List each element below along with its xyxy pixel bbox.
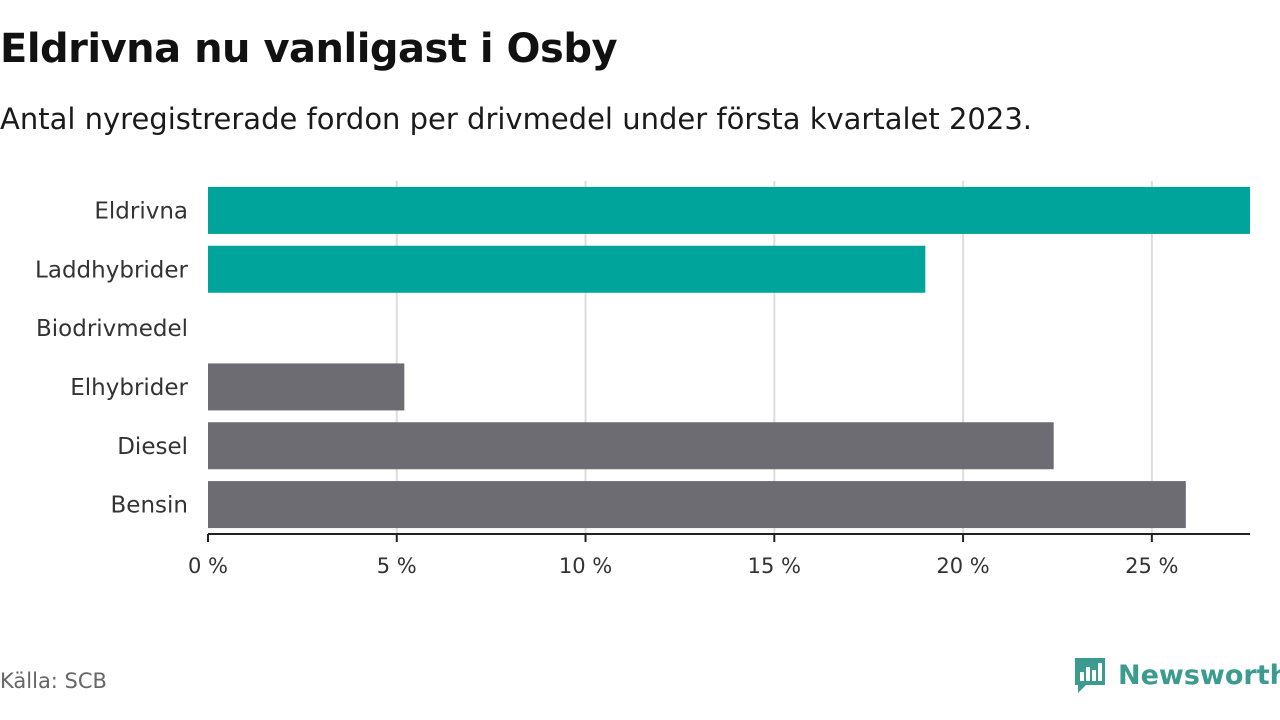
x-tick-label: 20 %: [936, 554, 989, 578]
category-label-bensin: Bensin: [111, 493, 188, 519]
chart-title: Eldrivna nu vanligast i Osby: [0, 26, 618, 72]
x-tick-label: 0 %: [188, 554, 228, 578]
bar-bensin: [208, 481, 1186, 529]
chart-subtitle: Antal nyregistrerade fordon per drivmede…: [0, 102, 1033, 136]
bars: [208, 186, 1250, 529]
grid-lines: [395, 181, 1153, 534]
category-label-laddhybrider: Laddhybrider: [35, 257, 188, 283]
source-note: Källa: SCB: [0, 669, 107, 693]
bar-chart: Eldrivna Laddhybrider Biodrivmedel Elhybrid…: [35, 181, 1250, 578]
x-tick-label: 10 %: [559, 554, 612, 578]
category-label-diesel: Diesel: [117, 434, 188, 460]
x-tick-label: 5 %: [377, 554, 417, 578]
category-label-elhybrider: Elhybrider: [70, 375, 188, 401]
bar-eldrivna: [208, 186, 1250, 234]
brand-logo[interactable]: Newsworthy: [1072, 655, 1280, 695]
category-label-biodrivmedel: Biodrivmedel: [36, 316, 188, 342]
category-labels: Eldrivna Laddhybrider Biodrivmedel Elhybrid…: [35, 198, 188, 518]
newsworthy-logo-icon: [1075, 658, 1105, 693]
bar-elhybrider: [208, 363, 405, 411]
bar-laddhybrider: [208, 245, 926, 293]
x-tick-label: 25 %: [1125, 554, 1178, 578]
category-label-eldrivna: Eldrivna: [94, 198, 188, 224]
bar-diesel: [208, 422, 1054, 470]
x-tick-label: 15 %: [748, 554, 801, 578]
x-axis-ticks: 0 % 5 % 10 % 15 % 20 % 25 %: [188, 534, 1179, 578]
brand-name: Newsworthy: [1118, 659, 1280, 691]
